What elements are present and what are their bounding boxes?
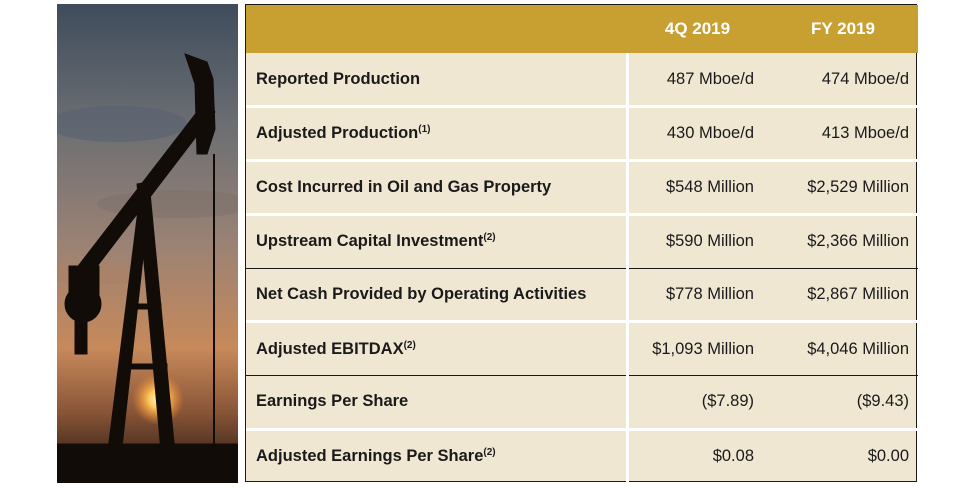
value-fy-2019: ($9.43) [768,375,918,431]
header-fy-2019: FY 2019 [768,5,918,53]
header-4q-2019: 4Q 2019 [627,5,768,53]
value-4q-2019: $590 Million [627,214,768,269]
table-row: Earnings Per Share ($7.89) ($9.43) [246,375,918,431]
metrics-table-container: 4Q 2019 FY 2019 Reported Production 487 M… [245,4,918,483]
row-label: Adjusted EBITDAX(2) [246,321,629,376]
row-label: Cost Incurred in Oil and Gas Property [246,160,629,216]
value-4q-2019: $1,093 Million [627,321,768,376]
value-fy-2019: $2,529 Million [768,160,918,216]
row-label: Adjusted Earnings Per Share(2) [246,429,629,483]
row-label: Adjusted Production(1) [246,106,629,162]
row-label-text: Adjusted EBITDAX [256,339,404,358]
row-label: Earnings Per Share [246,375,629,431]
value-fy-2019: $2,366 Million [768,214,918,269]
value-4q-2019: $0.08 [712,447,754,466]
row-label-text: Cost Incurred in Oil and Gas Property [256,177,552,196]
value-4q-2019: $778 Million [627,268,768,324]
table-row: Adjusted Earnings Per Share(2) $0.08 $0.00 [246,429,918,483]
row-label-text: Adjusted Earnings Per Share [256,447,484,466]
value-4q-2019: 487 Mboe/d [627,53,768,109]
metrics-table: 4Q 2019 FY 2019 Reported Production 487 M… [246,5,918,483]
row-label: Reported Production [246,53,629,109]
value-fy-2019: $0.00 [867,447,909,466]
row-label: Upstream Capital Investment(2) [246,214,629,269]
footnote-marker: (2) [483,232,496,244]
row-label-text: Reported Production [256,69,421,88]
row-label-text: Upstream Capital Investment [256,232,484,251]
row-label-text: Adjusted Production [256,124,419,143]
value-fy-2019: 474 Mboe/d [768,53,918,109]
table-row: Cost Incurred in Oil and Gas Property $54… [246,160,918,216]
table-row: Adjusted EBITDAX(2) $1,093 Million $4,046 … [246,321,918,376]
table-row: Net Cash Provided by Operating Activitie… [246,268,918,324]
row-label: Net Cash Provided by Operating Activitie… [246,268,629,324]
value-4q-2019: $548 Million [627,160,768,216]
header-blank [246,5,627,53]
table-row: Adjusted Production(1) 430 Mboe/d 413 Mboe… [246,106,918,162]
table-row: Reported Production 487 Mboe/d 474 Mboe/d [246,53,918,109]
footnote-marker: (2) [403,339,416,351]
footnote-marker: (2) [483,447,496,459]
row-label-text: Net Cash Provided by Operating Activitie… [256,284,587,303]
value-fy-2019: $2,867 Million [768,268,918,324]
pumpjack-sunset-photo [57,4,238,483]
table-header-row: 4Q 2019 FY 2019 [246,5,918,53]
table-row: Upstream Capital Investment(2) $590 Milli… [246,214,918,269]
value-4q-2019: 430 Mboe/d [627,106,768,162]
row-label-text: Earnings Per Share [256,392,409,411]
value-4q-2019: ($7.89) [627,375,768,431]
value-fy-2019: $4,046 Million [768,321,918,376]
footnote-marker: (1) [418,124,431,136]
value-fy-2019: 413 Mboe/d [768,106,918,162]
